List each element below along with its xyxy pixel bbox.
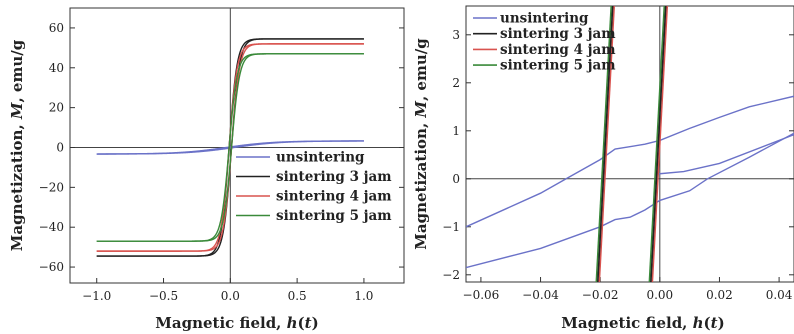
y-tick-label: 0 (56, 140, 64, 154)
x-tick-label: 0.04 (766, 288, 793, 302)
x-axis-label: Magnetic field, h(t) (561, 314, 724, 332)
steep-series-line (648, 6, 666, 282)
legend: unsintering sintering 3 jam sintering 4 ja… (236, 150, 392, 224)
series-line-unsintering (96, 140, 364, 155)
x-tick-label: 0.5 (288, 289, 307, 303)
steep-series-line (651, 6, 669, 282)
plot-area (96, 38, 364, 257)
steep-series-line (598, 6, 615, 282)
steep-series-line (650, 6, 667, 282)
x-tick-label: 1.0 (354, 289, 373, 303)
steep-series-line (597, 6, 614, 282)
y-tick-label: 0 (452, 172, 460, 186)
series-line-unsintering (656, 133, 794, 175)
y-axis-label: Magnetization, M, emu/g (8, 39, 26, 251)
y-tick-label: 20 (49, 101, 64, 115)
legend-label: sintering 5 jam (500, 58, 616, 74)
plot-frame (465, 5, 794, 283)
x-axis-label: Magnetic field, h(t) (155, 314, 318, 332)
legend-label: unsintering (276, 150, 365, 166)
series-line-unsintering (466, 132, 794, 269)
x-tick-label: −0.02 (582, 288, 619, 302)
legend-label: sintering 3 jam (500, 26, 616, 42)
steep-series-line (595, 6, 613, 282)
x-tick-label: 0.02 (706, 288, 733, 302)
y-tick-label: −40 (39, 220, 64, 234)
legend-label: sintering 5 jam (276, 208, 392, 224)
y-tick-label: 60 (49, 21, 64, 35)
y-tick-label: 3 (452, 28, 460, 42)
plot-area (466, 6, 794, 282)
y-tick-label: −60 (39, 260, 64, 274)
x-tick-label: −0.5 (149, 289, 178, 303)
x-tick-label: −1.0 (82, 289, 111, 303)
legend-label: sintering 4 jam (276, 189, 392, 205)
x-tick-label: 0.00 (646, 288, 673, 302)
x-tick-label: −0.04 (522, 288, 559, 302)
y-axis-label: Magnetization, M, emu/g (412, 38, 430, 250)
y-tick-label: 2 (452, 76, 460, 90)
legend-label: sintering 3 jam (276, 169, 392, 185)
series-line-sintering-5-jam (96, 53, 364, 242)
y-tick-label: −2 (442, 268, 460, 282)
left-hysteresis-chart: −1.0 −0.5 0.0 0.5 1.0 −60 −40 −20 0 20 40 60 Magneti… (8, 7, 405, 332)
y-tick-label: 1 (452, 124, 460, 138)
x-tick-label: 0.0 (221, 289, 240, 303)
y-tick-label: −1 (442, 220, 460, 234)
y-tick-label: −20 (39, 180, 64, 194)
legend-label: unsintering (500, 11, 589, 27)
legend-label: sintering 4 jam (500, 42, 616, 58)
plot-frame (69, 7, 405, 284)
x-tick-label: −0.06 (463, 288, 500, 302)
series-line-unsintering (466, 95, 794, 228)
right-zoomed-hysteresis-chart: −0.06 −0.04 −0.02 0.00 0.02 0.04 −2 −1 0 1 2 3 Magne… (412, 5, 794, 332)
y-tick-label: 40 (49, 61, 64, 75)
